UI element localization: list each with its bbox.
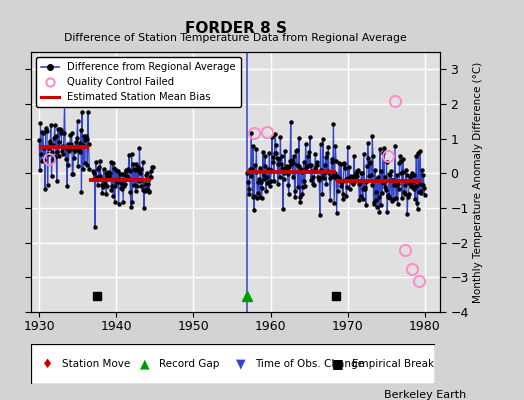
Text: Time of Obs. Change: Time of Obs. Change [255,359,364,369]
Title: FORDER 8 S: FORDER 8 S [185,20,287,36]
Text: ▲: ▲ [139,358,149,370]
Y-axis label: Monthly Temperature Anomaly Difference (°C): Monthly Temperature Anomaly Difference (… [473,61,483,303]
Text: ♦: ♦ [42,358,53,370]
Text: ▼: ▼ [236,358,246,370]
Legend: Difference from Regional Average, Quality Control Failed, Estimated Station Mean: Difference from Regional Average, Qualit… [37,57,241,107]
Text: Difference of Station Temperature Data from Regional Average: Difference of Station Temperature Data f… [64,33,407,43]
Text: Record Gap: Record Gap [159,359,219,369]
Text: Station Move: Station Move [62,359,130,369]
Text: ■: ■ [332,358,344,370]
FancyBboxPatch shape [31,344,435,384]
Text: Berkeley Earth: Berkeley Earth [384,390,466,400]
Text: Empirical Break: Empirical Break [352,359,434,369]
